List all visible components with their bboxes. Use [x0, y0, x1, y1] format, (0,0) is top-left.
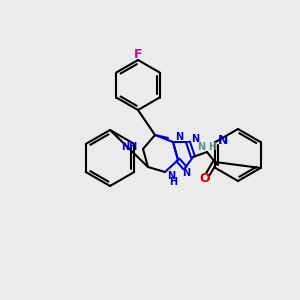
- Text: N: N: [175, 132, 183, 142]
- Text: NH: NH: [121, 142, 137, 152]
- Text: N: N: [197, 142, 205, 152]
- Text: H: H: [208, 142, 216, 152]
- Text: N: N: [167, 171, 175, 181]
- Text: O: O: [200, 172, 210, 185]
- Text: N: N: [218, 134, 228, 146]
- Text: N: N: [191, 134, 199, 144]
- Text: H: H: [169, 177, 177, 187]
- Text: F: F: [134, 47, 142, 61]
- Text: N: N: [182, 168, 190, 178]
